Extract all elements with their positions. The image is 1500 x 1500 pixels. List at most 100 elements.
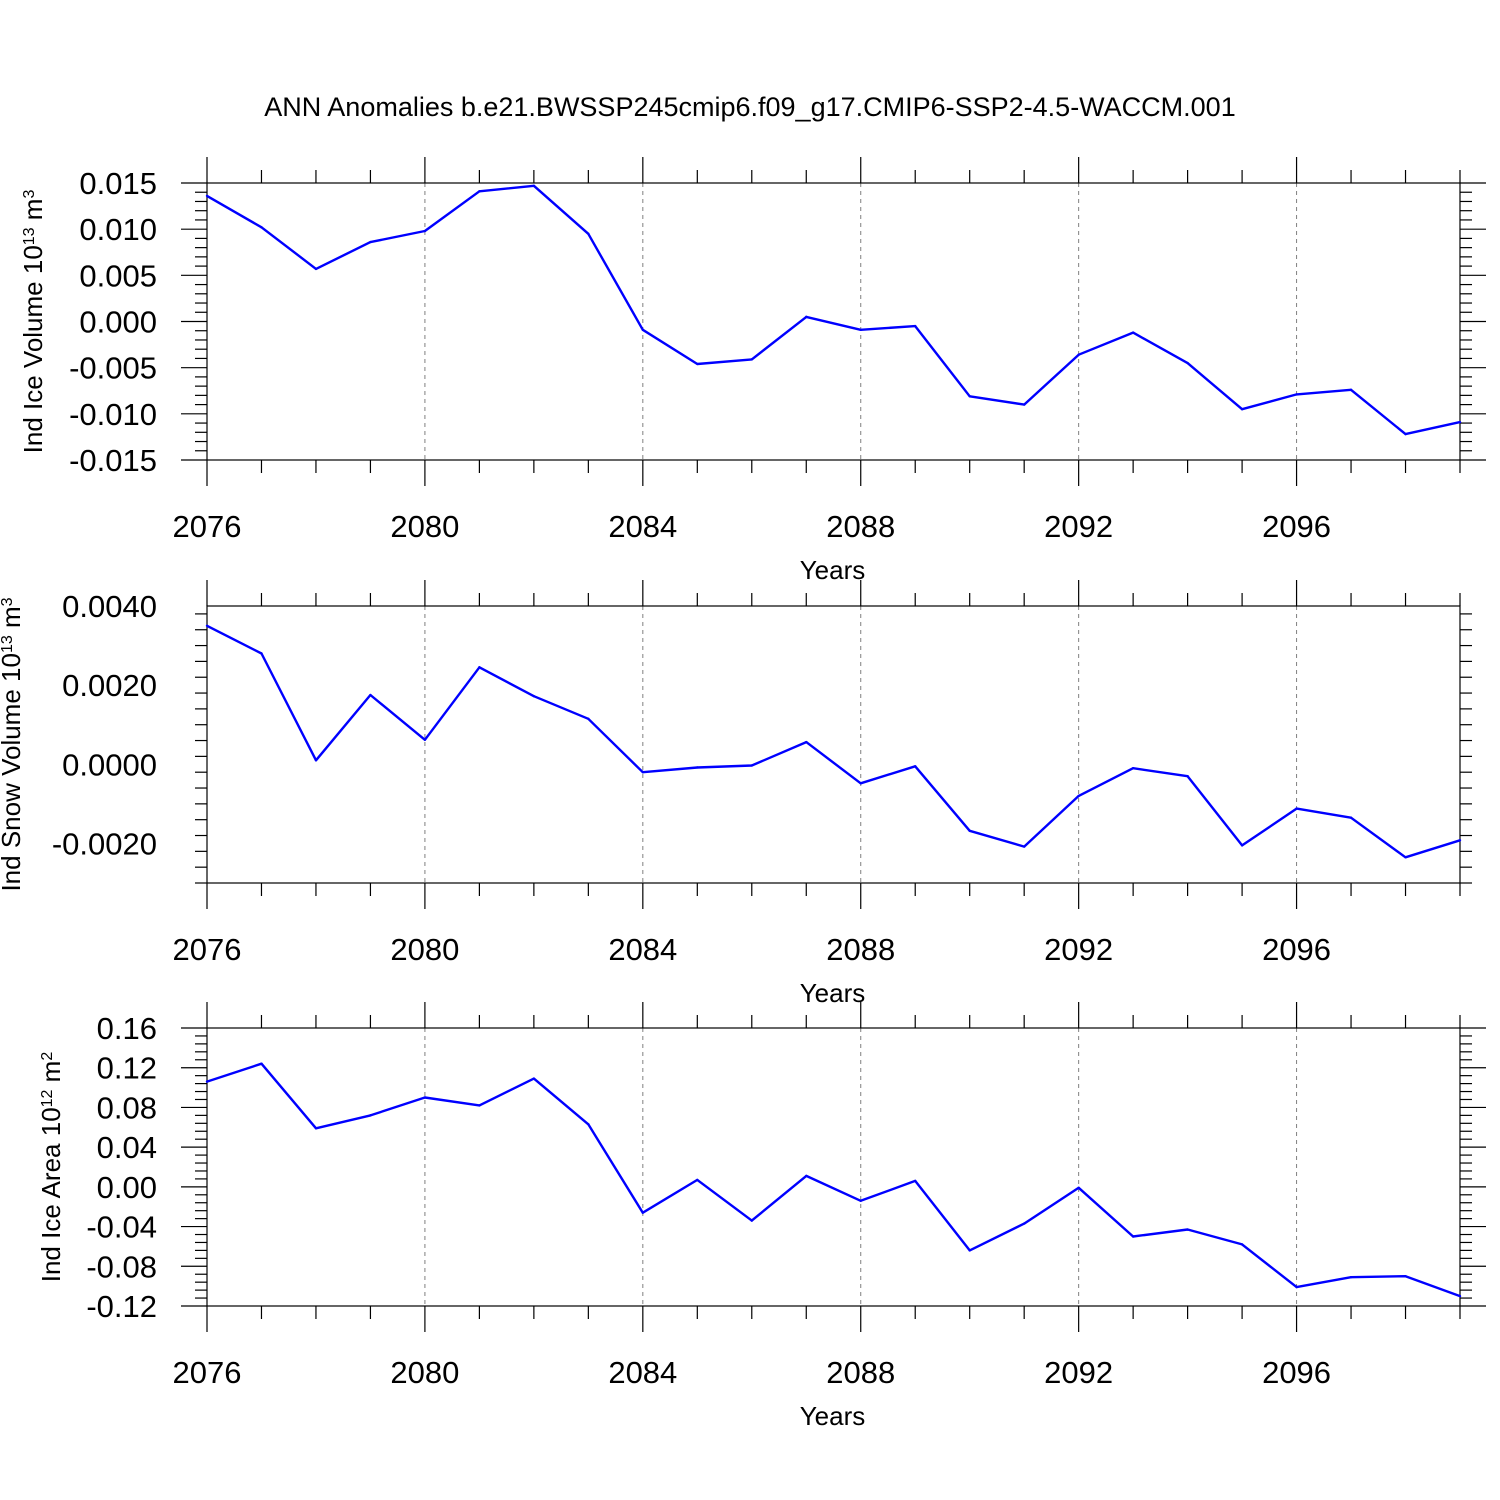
data-point	[423, 738, 427, 741]
x-tick-label: 2092	[1044, 932, 1113, 967]
x-tick-label: 2088	[826, 509, 895, 544]
y-tick-label: 0.005	[79, 258, 157, 293]
y-tick-label: 0.0040	[62, 589, 157, 624]
y-tick-label: 0.015	[79, 166, 157, 201]
chart-panel-ice-volume: 0.015 0.010 0.005 0.000 -0.005 -0.010 -0.015 20…	[18, 157, 1486, 585]
data-point	[1458, 420, 1462, 424]
x-tick-label: 2080	[390, 509, 459, 544]
data-point	[805, 740, 808, 744]
data-point	[587, 1123, 590, 1126]
data-point	[532, 695, 536, 698]
data-point	[1186, 1228, 1189, 1231]
y-axis-title: Ind Ice Area 1012 m2	[36, 1052, 66, 1283]
data-point	[968, 1249, 971, 1252]
data-point	[1240, 844, 1244, 847]
y-tick-label: -0.005	[69, 351, 157, 386]
chart-panel-ice-area: 0.16 0.12 0.08 0.04 0.00 -0.04 -0.08 -0.12 2076 2…	[36, 1002, 1486, 1431]
y-tick-label: 0.12	[97, 1051, 157, 1086]
series-line-snow-volume	[206, 624, 1461, 859]
data-point	[968, 395, 971, 398]
data-point	[1077, 1186, 1080, 1190]
plot-frame	[206, 1027, 1461, 1307]
data-point	[1240, 408, 1244, 411]
series-line-ice-area	[206, 1062, 1461, 1298]
data-point	[1349, 816, 1353, 819]
data-point	[696, 1178, 699, 1182]
data-point	[1131, 767, 1135, 770]
data-point	[1404, 856, 1407, 859]
data-point	[369, 1114, 372, 1117]
data-point	[1349, 1276, 1353, 1279]
x-tick-label: 2092	[1044, 1355, 1113, 1390]
data-point	[968, 829, 971, 832]
data-point	[1295, 1285, 1298, 1289]
data-point	[859, 782, 862, 785]
data-point	[1240, 1243, 1244, 1246]
x-axis-title: Years	[800, 1401, 866, 1431]
data-point	[1404, 1275, 1407, 1278]
x-tick-label: 2084	[608, 1355, 677, 1390]
data-point	[532, 184, 536, 187]
data-point	[369, 693, 372, 697]
data-point	[1022, 403, 1026, 406]
data-point	[914, 324, 917, 328]
data-point	[1404, 432, 1407, 436]
x-tick-label: 2084	[608, 509, 677, 544]
x-tick-label: 2088	[826, 1355, 895, 1390]
x-tick-label: 2096	[1262, 1355, 1331, 1390]
y-tick-label: -0.0020	[52, 826, 157, 861]
data-point	[1077, 353, 1080, 356]
y-axis-title: Ind Ice Volume 1013 m3	[18, 190, 48, 454]
data-point	[750, 764, 753, 767]
data-point	[1458, 839, 1462, 842]
y-tick-label: -0.010	[69, 397, 157, 432]
x-tick-label: 2096	[1262, 932, 1331, 967]
data-point	[478, 1104, 481, 1107]
y-tick-label: -0.12	[86, 1289, 157, 1324]
data-point	[696, 362, 699, 366]
x-tick-label: 2096	[1262, 509, 1331, 544]
data-point	[805, 315, 808, 319]
data-point	[1458, 1294, 1462, 1298]
data-point	[1295, 807, 1298, 810]
data-point	[260, 652, 263, 655]
x-tick-label: 2092	[1044, 509, 1113, 544]
data-point	[1077, 794, 1080, 798]
y-tick-label: -0.04	[86, 1210, 157, 1245]
data-point	[1131, 1235, 1135, 1238]
y-tick-label: 0.000	[79, 305, 157, 340]
data-point	[914, 1179, 917, 1183]
data-point	[205, 1080, 209, 1083]
x-tick-label: 2076	[173, 1355, 242, 1390]
data-point	[587, 232, 590, 235]
x-tick-label: 2080	[390, 932, 459, 967]
data-point	[1349, 388, 1353, 392]
data-point	[369, 240, 372, 244]
y-tick-label: 0.04	[97, 1130, 157, 1165]
data-point	[478, 666, 481, 669]
data-point	[587, 717, 590, 720]
data-point	[1295, 393, 1298, 396]
y-tick-label: 0.16	[97, 1011, 157, 1046]
data-point	[314, 1127, 318, 1130]
data-point	[423, 229, 427, 233]
x-tick-label: 2076	[173, 509, 242, 544]
data-point	[260, 1062, 263, 1065]
data-point	[1022, 845, 1026, 848]
data-point	[696, 766, 699, 769]
data-point	[859, 328, 862, 332]
plot-frame	[206, 182, 1461, 461]
data-point	[750, 358, 753, 361]
series-line-ice-volume	[206, 184, 1461, 436]
x-tick-label: 2084	[608, 932, 677, 967]
data-point	[260, 226, 263, 229]
x-axis-title: Years	[800, 978, 866, 1008]
data-point	[750, 1219, 753, 1222]
y-tick-label: 0.0020	[62, 668, 157, 703]
x-tick-label: 2080	[390, 1355, 459, 1390]
y-tick-label: 0.0000	[62, 747, 157, 782]
data-point	[205, 624, 209, 627]
x-axis-title: Years	[800, 555, 866, 585]
data-point	[859, 1199, 862, 1202]
